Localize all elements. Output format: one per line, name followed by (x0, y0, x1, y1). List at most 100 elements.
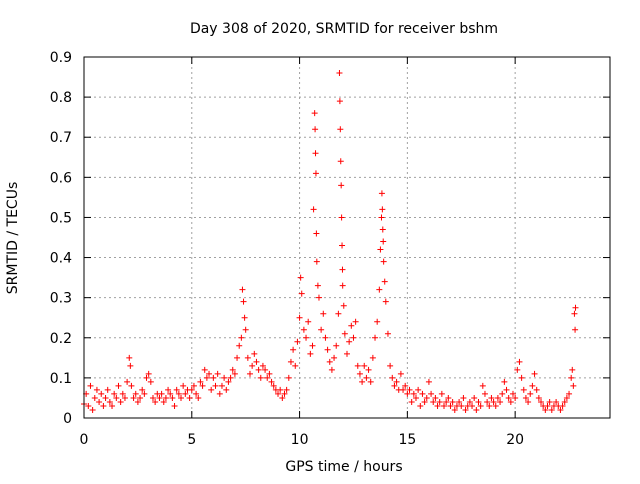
data-point (473, 406, 480, 413)
data-point (241, 314, 248, 321)
data-point (255, 366, 262, 373)
data-point (124, 378, 131, 385)
data-point (178, 394, 185, 401)
data-point (253, 358, 260, 365)
data-point (341, 330, 348, 337)
data-point (180, 382, 187, 389)
data-point (234, 354, 241, 361)
y-tick-label: 0 (63, 411, 72, 427)
axis-ticks: 0 0.1 0.2 0.3 0.4 0.5 0.6 0.7 0.8 0.9 0 5 10 15 20 (50, 50, 610, 448)
data-point (111, 390, 118, 397)
data-point (160, 398, 167, 405)
data-point (311, 110, 318, 117)
data-point (246, 370, 253, 377)
data-point (158, 390, 165, 397)
data-point (285, 374, 292, 381)
data-point (249, 362, 256, 369)
data-point (312, 170, 319, 177)
data-point (378, 214, 385, 221)
data-point (322, 334, 329, 341)
data-point (126, 354, 133, 361)
data-point (162, 394, 169, 401)
data-point (134, 398, 141, 405)
data-point (369, 354, 376, 361)
data-point (339, 282, 346, 289)
data-point (328, 366, 335, 373)
data-point (380, 238, 387, 245)
data-point (380, 258, 387, 265)
data-point (175, 390, 182, 397)
data-point (121, 394, 128, 401)
data-point (338, 214, 345, 221)
data-point (350, 334, 357, 341)
data-point (130, 394, 137, 401)
data-point (312, 126, 319, 133)
data-point (201, 366, 208, 373)
data-point (331, 354, 338, 361)
data-point (227, 374, 234, 381)
data-point (376, 286, 383, 293)
data-point (210, 374, 217, 381)
data-point (156, 394, 163, 401)
data-point (270, 382, 277, 389)
data-point (410, 390, 417, 397)
data-point (469, 402, 476, 409)
data-point (287, 358, 294, 365)
data-point (503, 386, 510, 393)
data-point (141, 390, 148, 397)
data-point (337, 126, 344, 133)
data-point (262, 366, 269, 373)
data-point (231, 370, 238, 377)
data-point (137, 394, 144, 401)
data-point (127, 362, 134, 369)
data-point (167, 390, 174, 397)
data-point (206, 370, 213, 377)
data-point (104, 386, 111, 393)
data-point (251, 350, 258, 357)
data-point (441, 402, 448, 409)
x-tick-label: 10 (291, 432, 309, 448)
x-tick-label: 15 (398, 432, 416, 448)
data-point (169, 394, 176, 401)
data-point (566, 390, 573, 397)
data-point (139, 386, 146, 393)
data-point (557, 406, 564, 413)
data-point (425, 378, 432, 385)
data-point (387, 362, 394, 369)
data-point (197, 378, 204, 385)
data-point (568, 374, 575, 381)
data-point (542, 406, 549, 413)
data-point (404, 390, 411, 397)
data-point (572, 326, 579, 333)
data-point (303, 334, 310, 341)
data-point (346, 338, 353, 345)
data-point (544, 402, 551, 409)
data-point (570, 382, 577, 389)
data-point (266, 370, 273, 377)
data-point (477, 402, 484, 409)
data-point (313, 230, 320, 237)
data-point (421, 398, 428, 405)
data-point (348, 322, 355, 329)
y-axis-label: SRMTID / TECUs (5, 182, 21, 295)
data-point (363, 374, 370, 381)
data-point (488, 394, 495, 401)
data-point (318, 326, 325, 333)
data-point (412, 394, 419, 401)
data-point (214, 370, 221, 377)
data-point (221, 374, 228, 381)
data-point (340, 302, 347, 309)
data-point (307, 350, 314, 357)
data-point (268, 378, 275, 385)
data-point (91, 394, 98, 401)
data-point (379, 206, 386, 213)
data-point (313, 258, 320, 265)
chart-title: Day 308 of 2020, SRMTID for receiver bsh… (190, 21, 498, 37)
data-point (449, 398, 456, 405)
data-point (432, 394, 439, 401)
data-point (290, 346, 297, 353)
data-point (415, 386, 422, 393)
data-point (352, 318, 359, 325)
data-point (339, 266, 346, 273)
data-point (281, 390, 288, 397)
